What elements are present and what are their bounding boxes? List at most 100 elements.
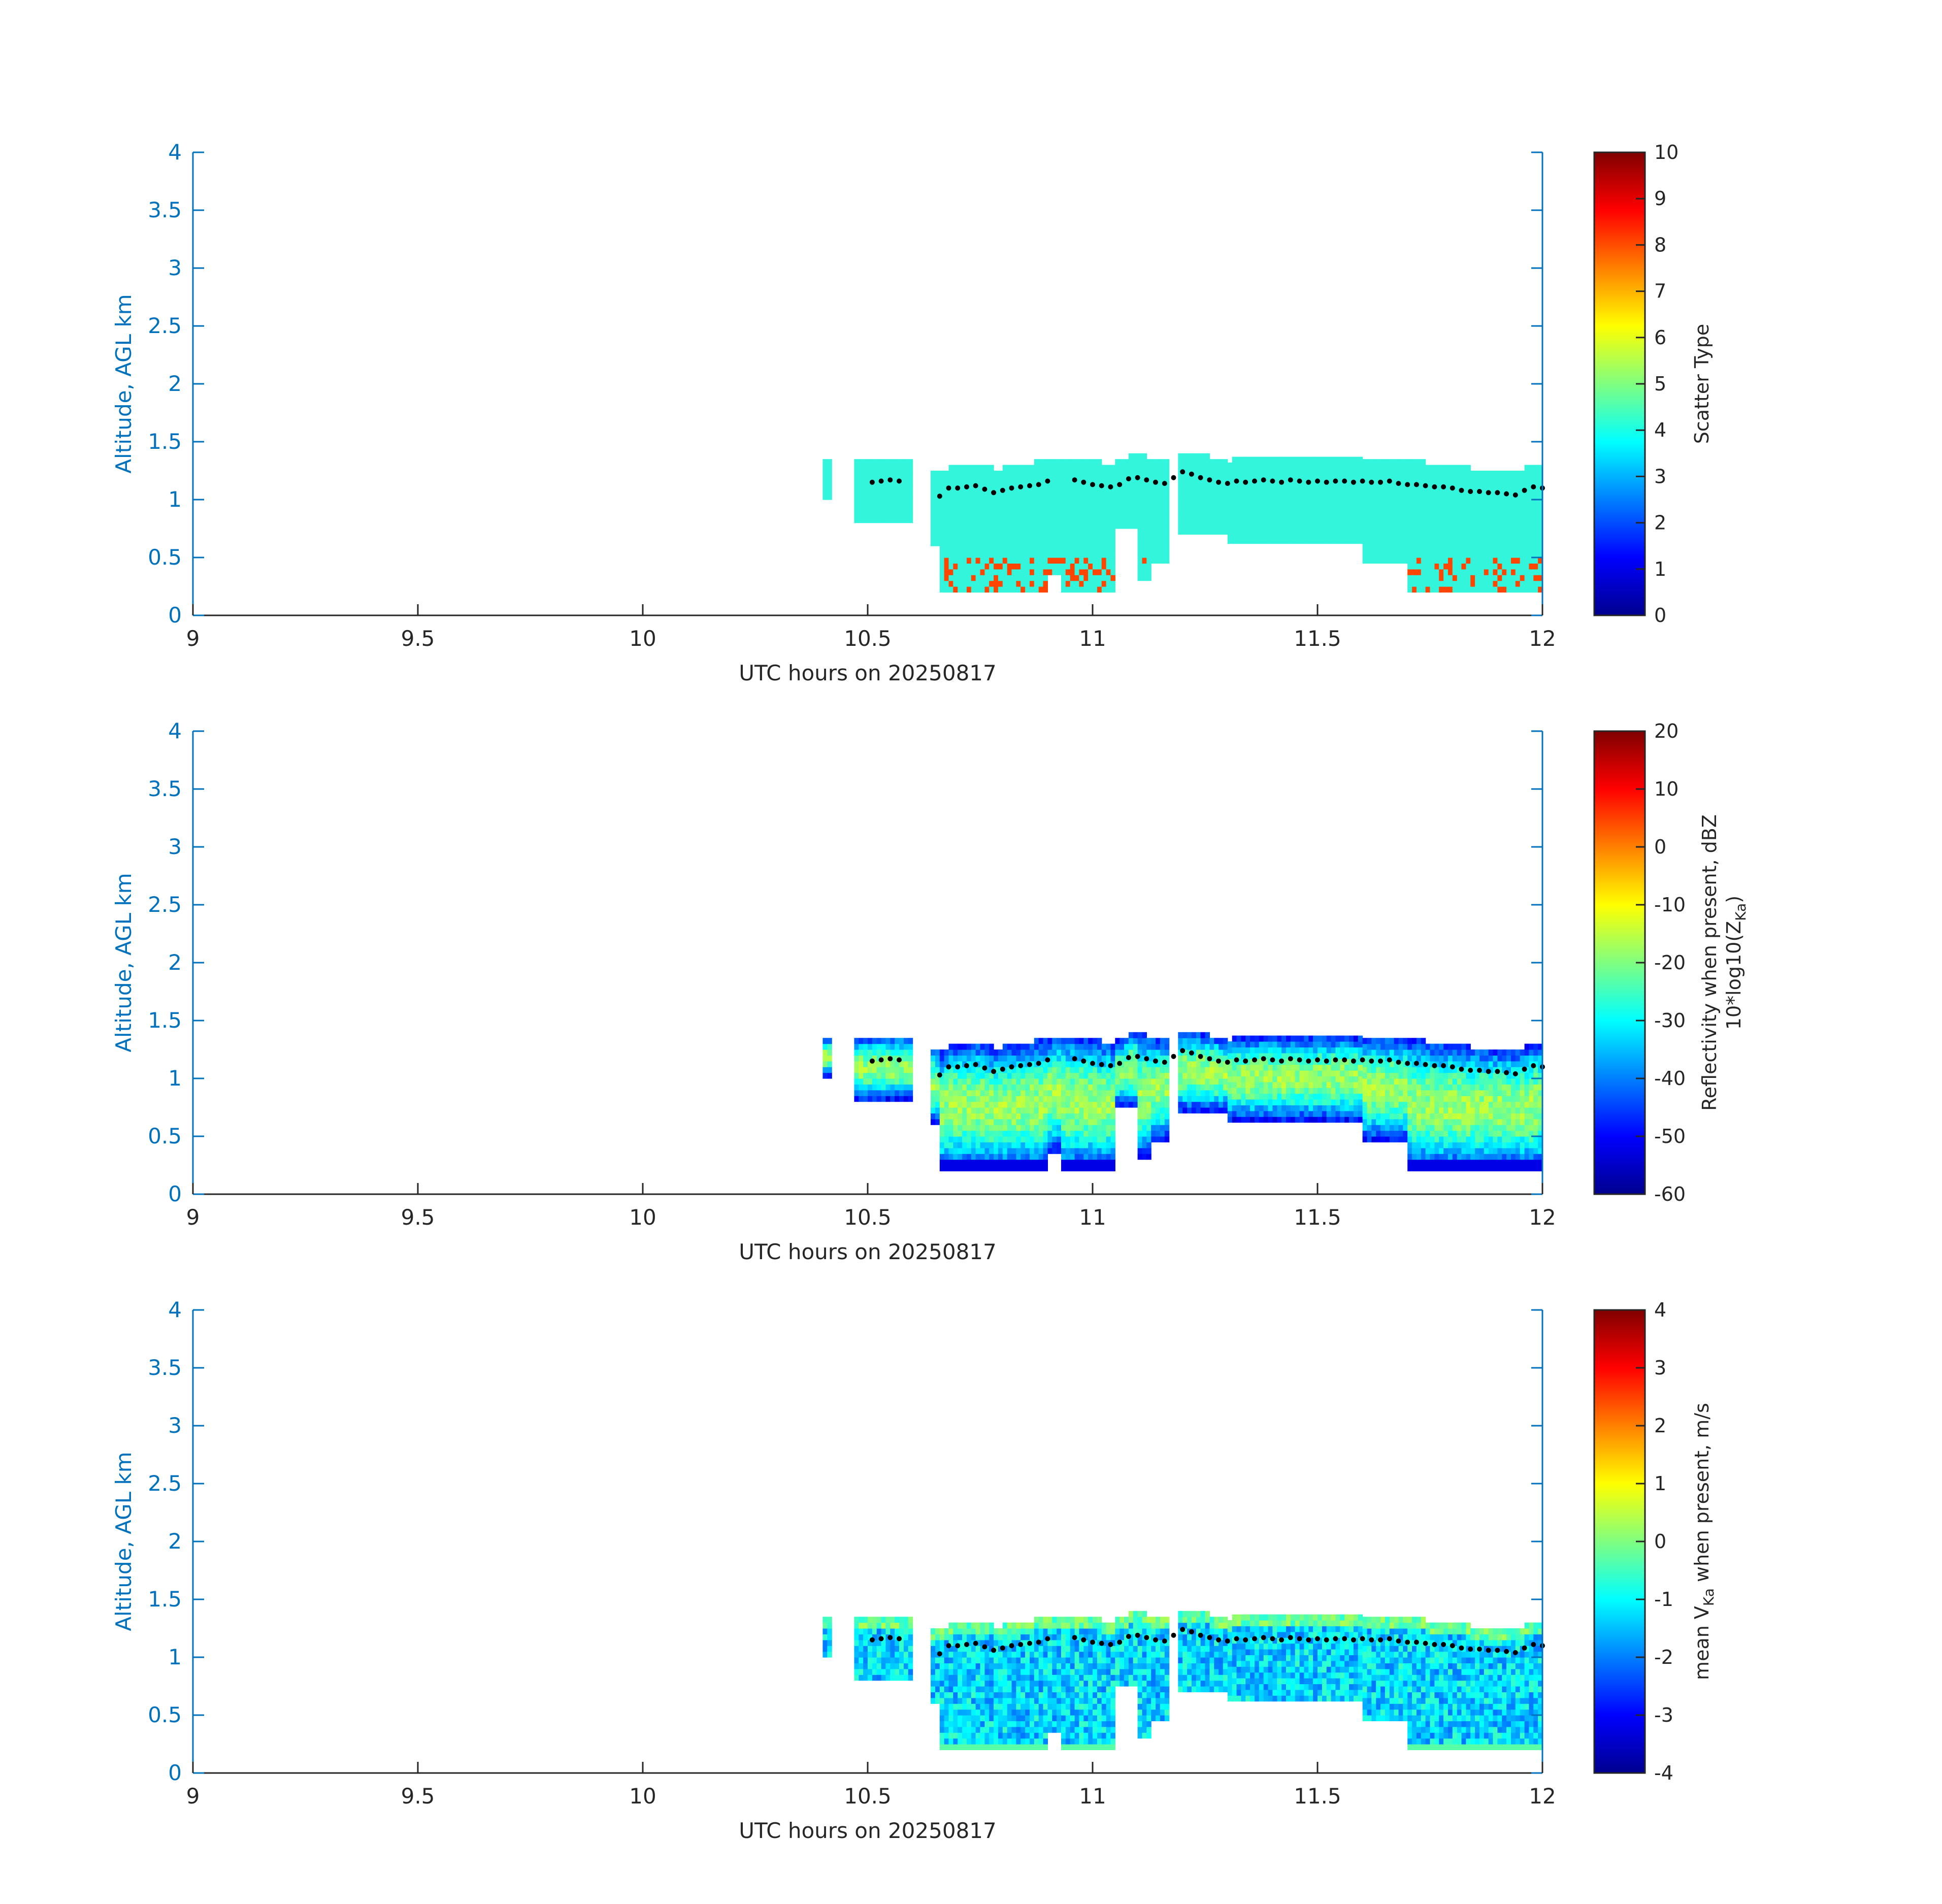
heatmap-cell [1452, 569, 1458, 575]
heatmap-cell [1452, 471, 1458, 477]
heatmap-cell [1295, 1110, 1300, 1117]
heatmap-cell [1376, 1136, 1381, 1142]
heatmap-cell [948, 586, 953, 593]
heatmap-cell [1470, 557, 1475, 564]
heatmap-cell [1191, 522, 1197, 529]
heatmap-cell [1362, 1101, 1368, 1108]
heatmap-cell [1515, 569, 1521, 575]
heatmap-cell [1178, 1049, 1183, 1056]
heatmap-cell [994, 488, 999, 495]
heatmap-cell [1093, 557, 1098, 564]
heatmap-cell [1061, 546, 1066, 552]
heatmap-cell [1245, 1099, 1250, 1105]
heatmap-cell [1263, 526, 1269, 533]
heatmap-cell [1520, 511, 1525, 517]
heatmap-cell [1106, 1136, 1111, 1142]
heatmap-cell [1011, 522, 1016, 529]
heatmap-cell [971, 1090, 976, 1096]
heatmap-cell [1520, 476, 1525, 483]
heatmap-cell [998, 1159, 1003, 1166]
heatmap-cell [984, 569, 990, 575]
heatmap-cell [1385, 540, 1390, 546]
heatmap-cell [1209, 1067, 1214, 1073]
heatmap-cell [1344, 474, 1349, 480]
heatmap-cell [1011, 1096, 1016, 1102]
heatmap-cell [1497, 517, 1502, 523]
heatmap-cell [863, 1078, 868, 1085]
heatmap-cell [1038, 575, 1044, 581]
heatmap-cell [1011, 1113, 1016, 1120]
heatmap-cell [1295, 485, 1300, 492]
heatmap-cell [1133, 1043, 1138, 1050]
heatmap-cell [1160, 557, 1165, 564]
colorbar-tick-label: 9 [1654, 187, 1666, 210]
heatmap-cell [1520, 569, 1525, 575]
heatmap-cell [1011, 517, 1016, 523]
heatmap-cell [1088, 540, 1093, 546]
heatmap-cell [859, 1067, 864, 1073]
heatmap-cell [1164, 1096, 1170, 1102]
heatmap-cell [1277, 456, 1282, 463]
heatmap-cell [1021, 551, 1026, 558]
heatmap-cell [1407, 540, 1412, 546]
heatmap-cell [989, 580, 994, 587]
heatmap-cell [1470, 471, 1475, 477]
heatmap-cell [966, 1078, 972, 1085]
heatmap-cell [1421, 1043, 1426, 1050]
heatmap-cell [854, 1096, 859, 1102]
heatmap-cell [876, 517, 882, 523]
heatmap-cell [1452, 482, 1458, 488]
heatmap-cell [1272, 538, 1277, 544]
heatmap-cell [1110, 1154, 1115, 1160]
heatmap-cell [1299, 1093, 1305, 1100]
heatmap-cell [827, 471, 832, 477]
heatmap-cell [998, 1130, 1003, 1137]
heatmap-cell [984, 1084, 990, 1091]
heatmap-cell [966, 1055, 972, 1062]
heatmap-cell [1182, 1096, 1188, 1102]
heatmap-cell [1236, 1081, 1241, 1088]
heatmap-cell [971, 529, 976, 535]
heatmap-cell [1389, 1136, 1395, 1142]
heatmap-cell [953, 1154, 958, 1160]
heatmap-cell [1371, 482, 1376, 488]
heatmap-cell [1475, 522, 1480, 529]
heatmap-cell [1093, 1101, 1098, 1108]
heatmap-cell [1097, 586, 1102, 593]
heatmap-cell [1497, 522, 1502, 529]
heatmap-cell [1250, 497, 1255, 504]
heatmap-cell [1416, 1119, 1422, 1125]
heatmap-cell [1362, 1043, 1368, 1050]
heatmap-cell [1146, 1101, 1151, 1108]
heatmap-cell [1101, 505, 1107, 512]
heatmap-cell [876, 1090, 882, 1096]
heatmap-cell [1367, 471, 1372, 477]
heatmap-cell [1407, 517, 1412, 523]
heatmap-cell [1425, 546, 1431, 552]
heatmap-cell [1219, 1084, 1224, 1091]
heatmap-cell [1178, 505, 1183, 512]
heatmap-cell [1151, 476, 1156, 483]
heatmap-cell [1524, 476, 1530, 483]
heatmap-cell [1259, 1041, 1264, 1047]
heatmap-cell [1223, 1078, 1228, 1085]
heatmap-cell [953, 1084, 958, 1091]
heatmap-cell [1394, 482, 1399, 488]
heatmap-cell [1412, 546, 1417, 552]
heatmap-cell [908, 1043, 913, 1050]
heatmap-cell [1344, 514, 1349, 521]
heatmap-cell [962, 488, 967, 495]
heatmap-cell [953, 1061, 958, 1067]
heatmap-cell [1011, 534, 1016, 541]
heatmap-cell [1209, 1096, 1214, 1102]
heatmap-cell [989, 569, 994, 575]
cloud-top-dot [1495, 490, 1500, 496]
heatmap-cell [1079, 1159, 1084, 1166]
heatmap-cell [1443, 494, 1449, 500]
heatmap-cell [998, 1096, 1003, 1102]
heatmap-cell [971, 465, 976, 471]
heatmap-cell [1371, 505, 1376, 512]
heatmap-cell [1219, 476, 1224, 483]
heatmap-cell [1110, 505, 1115, 512]
